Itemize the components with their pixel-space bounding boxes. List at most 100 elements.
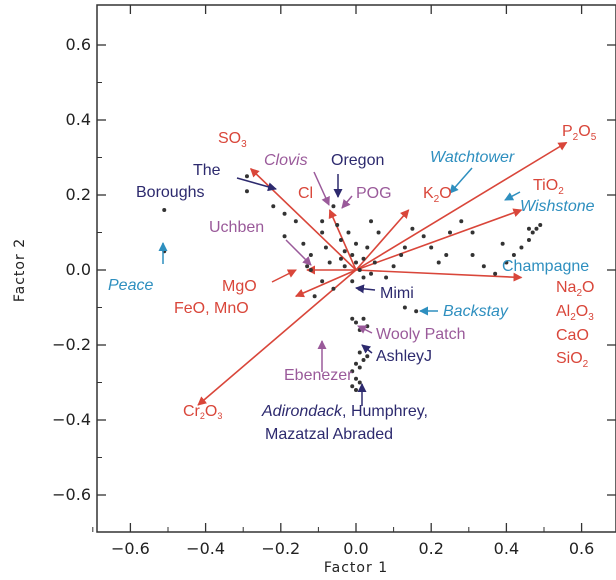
data-point <box>429 245 434 250</box>
y-tick-label: 0.2 <box>66 185 91 204</box>
label-cr2o3: Cr2O3 <box>183 403 222 421</box>
data-point <box>357 328 362 332</box>
data-point <box>331 286 336 291</box>
data-point <box>399 253 404 257</box>
y-tick-label: 0.6 <box>66 35 91 54</box>
data-point <box>357 365 362 370</box>
arrow-watchtower <box>449 167 473 194</box>
data-point <box>361 316 366 321</box>
data-point <box>338 238 343 242</box>
axis-ticks <box>92 5 616 532</box>
label-so3: SO3 <box>218 130 247 150</box>
data-point <box>365 354 370 359</box>
data-point <box>301 241 306 246</box>
data-point <box>320 219 325 224</box>
loading-vectors <box>197 141 568 406</box>
arrow-wishstone <box>504 191 521 201</box>
data-point <box>320 230 325 235</box>
label-feo-mno: FeO, MnO <box>174 300 249 317</box>
data-point <box>350 384 355 389</box>
data-point <box>504 260 509 265</box>
label-backstay: Backstay <box>443 303 509 320</box>
arrow-wooly-patch <box>357 325 373 334</box>
data-point <box>162 208 167 212</box>
data-point <box>493 271 498 276</box>
data-point <box>357 380 362 385</box>
arrow-pog <box>341 195 353 209</box>
x-tick-label: 0.4 <box>494 539 519 558</box>
label-uchben: Uchben <box>209 219 264 236</box>
x-tick-label: −0.2 <box>261 539 300 558</box>
x-tick-label: 0.6 <box>569 539 594 558</box>
label-wishstone: Wishstone <box>520 198 595 215</box>
data-point <box>519 245 524 250</box>
data-point <box>361 358 366 362</box>
label-al2o3: Al2O3 <box>556 303 594 323</box>
data-point <box>421 234 426 239</box>
data-point <box>526 226 531 231</box>
data-point <box>350 253 355 257</box>
y-tick-label: −0.6 <box>52 485 91 504</box>
axis-tick-labels: −0.6 −0.4 −0.2 0.0 0.2 0.4 0.6 −0.6 −0.4 −0.2 0.0 0… <box>52 35 594 558</box>
label-cl: Cl <box>298 185 313 202</box>
data-point <box>335 223 340 227</box>
label-pog: POG <box>356 185 392 202</box>
data-point <box>534 226 539 231</box>
data-point <box>342 249 347 254</box>
data-point <box>538 223 543 227</box>
data-point <box>357 268 362 272</box>
x-tick-label: −0.4 <box>186 539 225 558</box>
data-point <box>331 204 336 209</box>
data-point <box>361 256 366 261</box>
loading-vector <box>355 141 568 271</box>
data-point <box>354 320 358 325</box>
label-clovis: Clovis <box>264 152 308 169</box>
data-point <box>346 230 351 235</box>
data-point <box>361 275 366 280</box>
data-point <box>414 309 419 314</box>
data-point <box>308 268 313 272</box>
data-points <box>162 174 543 392</box>
data-point <box>500 241 505 246</box>
data-point <box>402 305 407 310</box>
arrow-boroughs <box>236 177 277 192</box>
label-k2o: K2O <box>423 185 452 205</box>
data-point <box>354 260 358 265</box>
y-axis-title: Factor 2 <box>12 238 28 302</box>
data-point <box>350 279 355 284</box>
data-point <box>354 376 358 381</box>
label-the: The <box>193 162 221 179</box>
x-axis-title: Factor 1 <box>324 560 388 576</box>
data-point <box>470 253 475 257</box>
data-point <box>384 275 389 280</box>
data-point <box>372 260 377 265</box>
data-point <box>338 256 343 261</box>
data-point <box>365 324 370 329</box>
loading-vector <box>355 208 523 271</box>
data-point <box>350 369 355 374</box>
data-point <box>448 230 452 235</box>
data-point <box>305 264 310 269</box>
label-wooly-patch: Wooly Patch <box>376 326 466 343</box>
label-adirondack-line2: Mazatzal Abraded <box>265 426 393 443</box>
data-point <box>271 204 276 209</box>
data-point <box>369 219 374 224</box>
data-point <box>526 238 531 242</box>
label-mimi: Mimi <box>380 285 414 302</box>
data-point <box>308 253 313 257</box>
x-tick-label: −0.6 <box>111 539 150 558</box>
loading-vector <box>197 269 357 406</box>
y-tick-label: −0.2 <box>52 335 91 354</box>
label-ashleyj: AshleyJ <box>376 348 432 365</box>
x-tick-label: 0.2 <box>418 539 443 558</box>
arrow-ashleyj <box>361 344 373 354</box>
annotations: SO3 Clovis Oregon Watchtower P2O5 The Bo… <box>108 123 597 443</box>
data-point <box>470 230 475 235</box>
data-point <box>350 316 355 321</box>
label-na2o: Na2O <box>556 279 594 299</box>
label-sio2: SiO2 <box>556 350 589 370</box>
y-tick-label: −0.4 <box>52 410 91 429</box>
data-point <box>342 264 347 269</box>
x-tick-label: 0.0 <box>343 539 368 558</box>
